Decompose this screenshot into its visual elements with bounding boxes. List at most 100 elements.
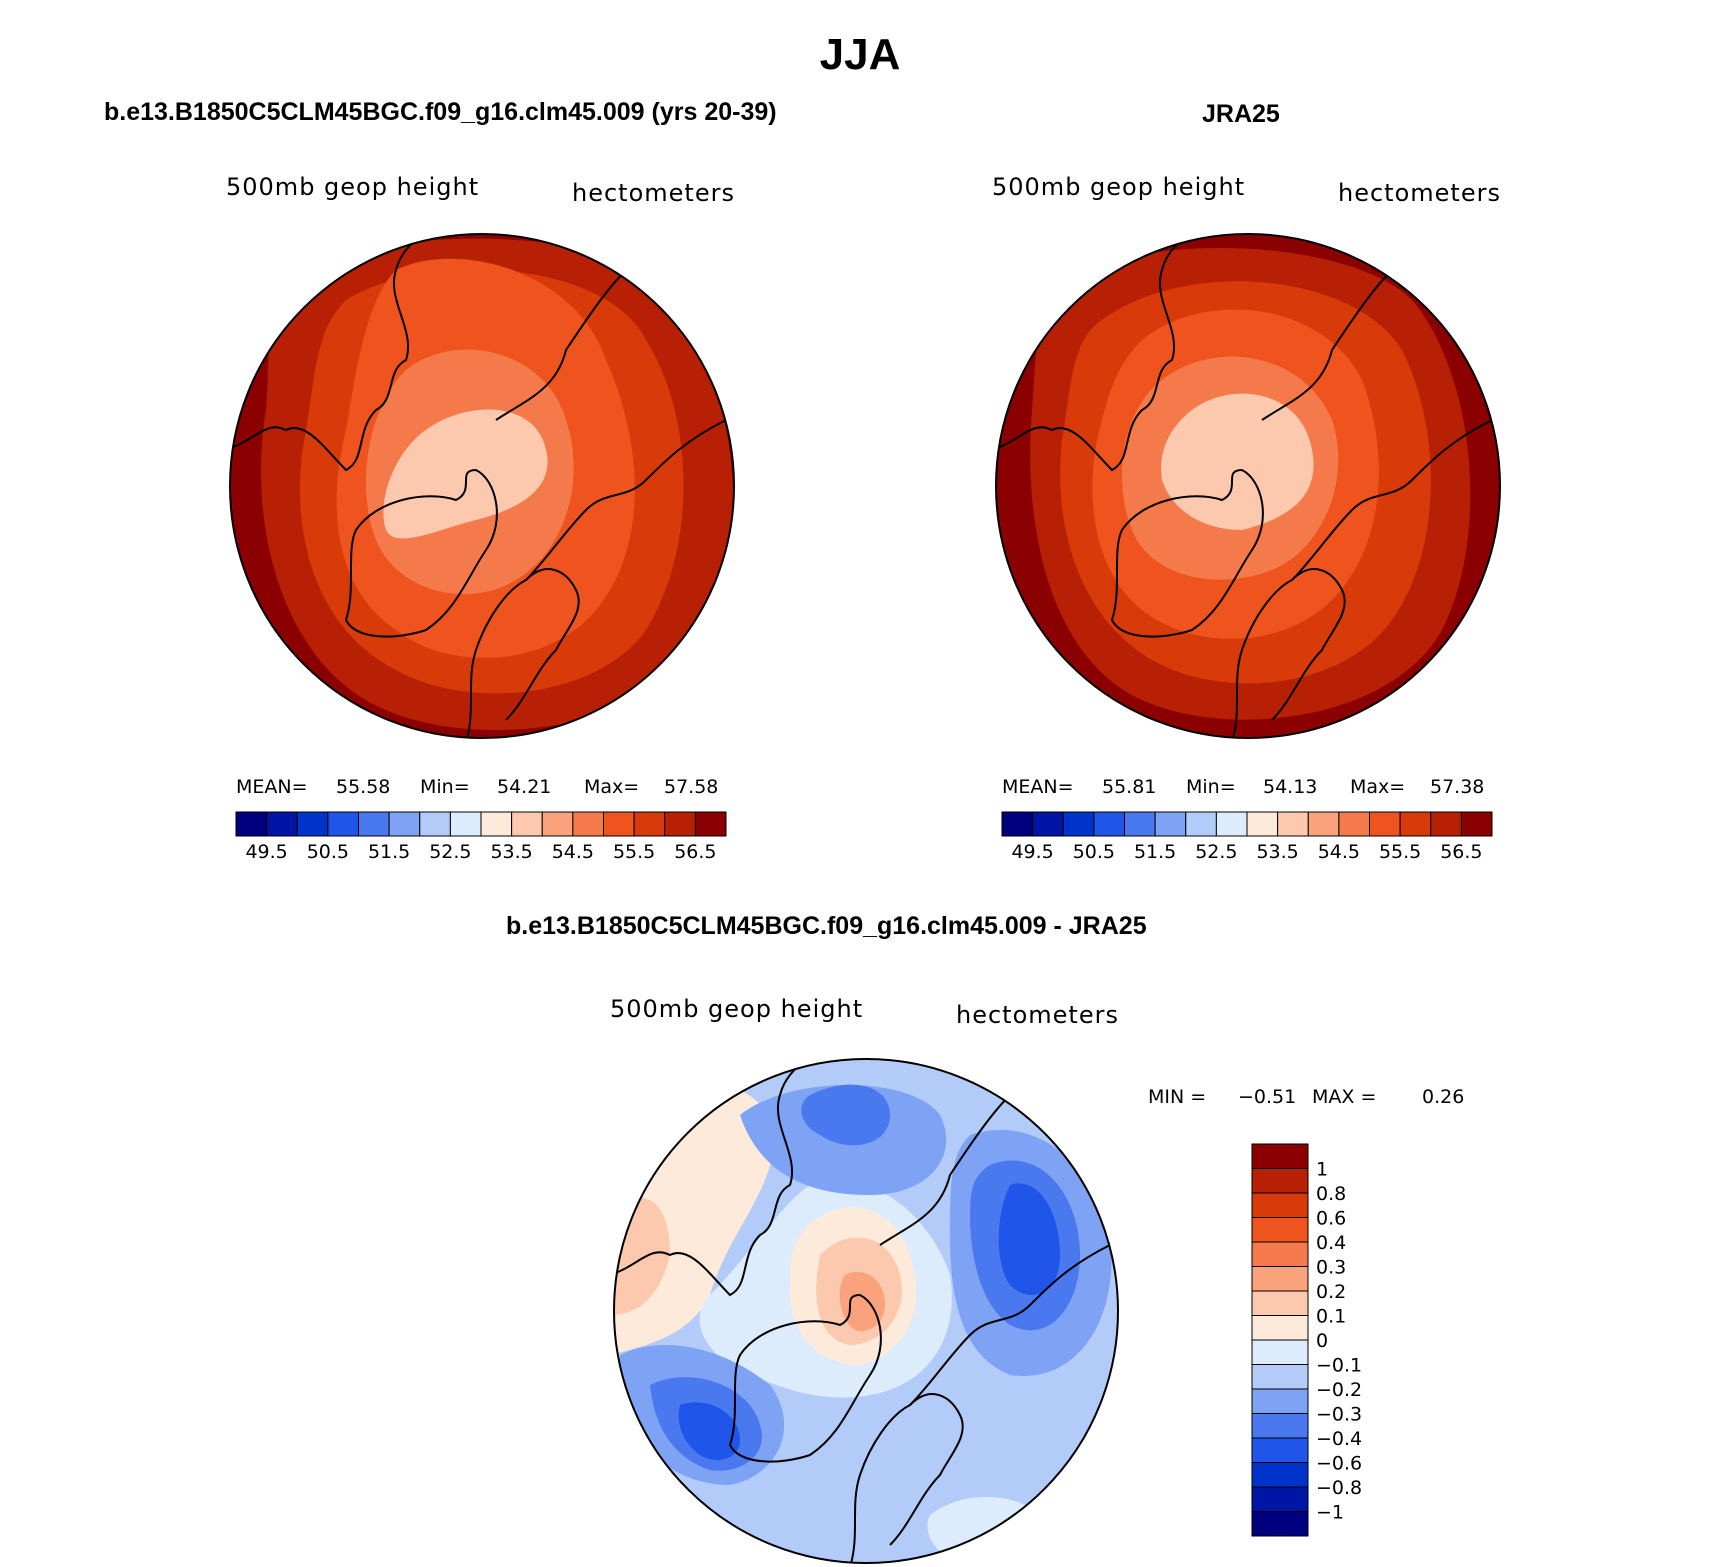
panel-3-colorbar-tick-14: −1 — [1316, 1502, 1344, 1524]
scandinavia-coast — [505, 568, 580, 721]
panel-2-min-value: 54.13 — [1263, 776, 1318, 798]
panel-1-colorbar-swatch-13 — [633, 811, 666, 837]
panel-1-colorbar-swatch-7 — [449, 811, 482, 837]
panel-2-colorbar-swatch-15 — [1460, 811, 1493, 837]
north-america-coast — [614, 1059, 811, 1297]
panel-3-left-label: 500mb geop height — [610, 995, 864, 1023]
panel-2-colorbar-swatch-14 — [1430, 811, 1462, 837]
panel-3-colorbar-tick-13: −0.8 — [1316, 1477, 1362, 1499]
panel-3-colorbar-tick-1: 0.8 — [1316, 1183, 1346, 1205]
panel-2-mean-value: 55.81 — [1102, 776, 1157, 798]
panel-2-colorbar-swatch-4 — [1124, 811, 1156, 837]
panel-3-colorbar-swatch-9 — [1251, 1364, 1309, 1390]
diff-neg-east-3 — [998, 1183, 1060, 1295]
panel-3-colorbar-swatch-7 — [1251, 1315, 1309, 1341]
panel-1-colorbar-tick-6: 55.5 — [613, 841, 655, 863]
panel-3-coastlines — [614, 1059, 1111, 1563]
panel-2-max-value: 57.38 — [1430, 776, 1485, 798]
panel-2-colorbar-tick-2: 51.5 — [1134, 841, 1176, 863]
panel-3-colorbar-swatch-10 — [1251, 1388, 1309, 1414]
panel-3-colorbar-tick-3: 0.4 — [1316, 1232, 1346, 1254]
panel-1-colorbar-swatch-9 — [511, 811, 543, 837]
panel-2-colorbar-swatch-5 — [1154, 811, 1187, 837]
panel-2-colorbar-swatch-10 — [1307, 811, 1340, 837]
panel-3-colorbar-tick-10: −0.3 — [1316, 1404, 1362, 1426]
panel-1-colorbar-swatch-1 — [266, 811, 298, 837]
panel-2-colorbar: 49.5 50.5 51.5 52.5 53.5 54.5 55.5 56.5 — [1001, 811, 1493, 863]
panel-2-min-label: Min= — [1186, 776, 1236, 798]
panel-1-title: b.e13.B1850C5CLM45BGC.f09_g16.clm45.009 … — [104, 98, 777, 126]
panel-2-mean-label: MEAN= — [1002, 776, 1074, 798]
panel-1-colorbar-swatch-6 — [419, 811, 451, 837]
panel-1-colorbar-swatch-4 — [358, 811, 390, 837]
panel-3-max-value: 0.26 — [1422, 1086, 1465, 1108]
panel-2-colorbar-swatch-8 — [1246, 811, 1279, 837]
panel-1-colorbar: 49.5 50.5 51.5 52.5 53.5 54.5 55.5 56.5 — [235, 811, 727, 863]
panel-2-colorbar-swatch-0 — [1001, 811, 1034, 837]
panel-3-colorbar-swatch-4 — [1251, 1241, 1309, 1267]
panel-1-coastlines — [230, 234, 727, 738]
panel-1-colorbar-swatch-8 — [480, 811, 513, 837]
panel-3-title: b.e13.B1850C5CLM45BGC.f09_g16.clm45.009 … — [506, 912, 1147, 940]
panel-2-colorbar-swatch-11 — [1338, 811, 1370, 837]
band-54-0 — [383, 409, 548, 539]
north-america-coast — [996, 234, 1193, 472]
diff-neg-sw-3 — [678, 1402, 740, 1460]
panel-1-colorbar-swatch-10 — [541, 811, 574, 837]
panel-2-colorbar-tick-6: 55.5 — [1379, 841, 1421, 863]
panel-3-colorbar-swatch-6 — [1251, 1290, 1309, 1316]
panel-1-max-value: 57.58 — [664, 776, 719, 798]
panel-3-colorbar-swatch-0 — [1251, 1143, 1309, 1169]
greenland-coast — [728, 1293, 882, 1463]
panel-2-coastlines — [996, 234, 1493, 738]
scandinavia-coast — [889, 1393, 964, 1546]
panel-2-right-label: hectometers — [1338, 179, 1501, 207]
panel-2-colorbar-swatch-1 — [1032, 811, 1064, 837]
panel-3-colorbar-tick-4: 0.3 — [1316, 1257, 1346, 1279]
panel-1-max-label: Max= — [584, 776, 640, 798]
panel-3-colorbar-swatch-13 — [1251, 1462, 1309, 1488]
siberia-coast — [879, 1094, 1011, 1246]
panel-1-colorbar-tick-0: 49.5 — [245, 841, 287, 863]
panel-1-colorbar-swatch-3 — [327, 811, 359, 837]
panel-3-map — [613, 1058, 1119, 1564]
panel-3-colorbar-tick-9: −0.2 — [1316, 1379, 1362, 1401]
panel-3-colorbar-tick-7: 0 — [1316, 1330, 1328, 1352]
panel-2-colorbar-swatch-7 — [1215, 811, 1248, 837]
panel-3-min-label: MIN = — [1148, 1086, 1207, 1108]
panel-2-max-label: Max= — [1350, 776, 1406, 798]
eurasia-coast — [465, 419, 727, 738]
panel-3-colorbar: 10.8 0.60.4 0.30.2 0.10 −0.1−0.2 −0.3−0.4 −0.6… — [1251, 1143, 1362, 1537]
main-title: JJA — [819, 30, 901, 79]
panel-3-right-label: hectometers — [956, 1001, 1119, 1029]
panel-1-colorbar-swatch-15 — [694, 811, 727, 837]
diff-neg-north-2 — [801, 1084, 890, 1146]
panel-3-colorbar-swatch-14 — [1251, 1486, 1309, 1512]
panel-1-map — [229, 233, 735, 739]
panel-1-colorbar-swatch-14 — [664, 811, 696, 837]
panel-3-colorbar-tick-12: −0.6 — [1316, 1453, 1362, 1475]
panel-3-colorbar-tick-6: 0.1 — [1316, 1306, 1346, 1328]
panel-2-colorbar-swatch-9 — [1277, 811, 1309, 837]
panel-2-colorbar-tick-7: 56.5 — [1440, 841, 1482, 863]
panel-2-left-label: 500mb geop height — [992, 173, 1246, 201]
panel-1-mean-label: MEAN= — [236, 776, 308, 798]
scandinavia-coast — [1271, 568, 1346, 721]
panel-2-colorbar-swatch-3 — [1093, 811, 1125, 837]
eurasia-coast — [849, 1244, 1111, 1563]
greenland-coast — [344, 468, 498, 638]
panel-3-colorbar-swatch-12 — [1251, 1437, 1309, 1463]
greenland-coast — [1110, 468, 1264, 638]
panel-3-colorbar-tick-5: 0.2 — [1316, 1281, 1346, 1303]
siberia-coast — [495, 269, 627, 421]
panel-3-colorbar-tick-2: 0.6 — [1316, 1208, 1346, 1230]
panel-2-title: JRA25 — [1202, 100, 1280, 128]
panel-1-colorbar-swatch-11 — [572, 811, 604, 837]
panel-3-max-label: MAX = — [1312, 1086, 1377, 1108]
panel-2-colorbar-tick-3: 52.5 — [1195, 841, 1237, 863]
panel-1-colorbar-tick-4: 53.5 — [490, 841, 532, 863]
panel-3-colorbar-swatch-1 — [1251, 1168, 1309, 1194]
panel-2-colorbar-swatch-6 — [1185, 811, 1217, 837]
panel-3-min-value: −0.51 — [1238, 1086, 1297, 1108]
panel-1-colorbar-tick-1: 50.5 — [307, 841, 349, 863]
